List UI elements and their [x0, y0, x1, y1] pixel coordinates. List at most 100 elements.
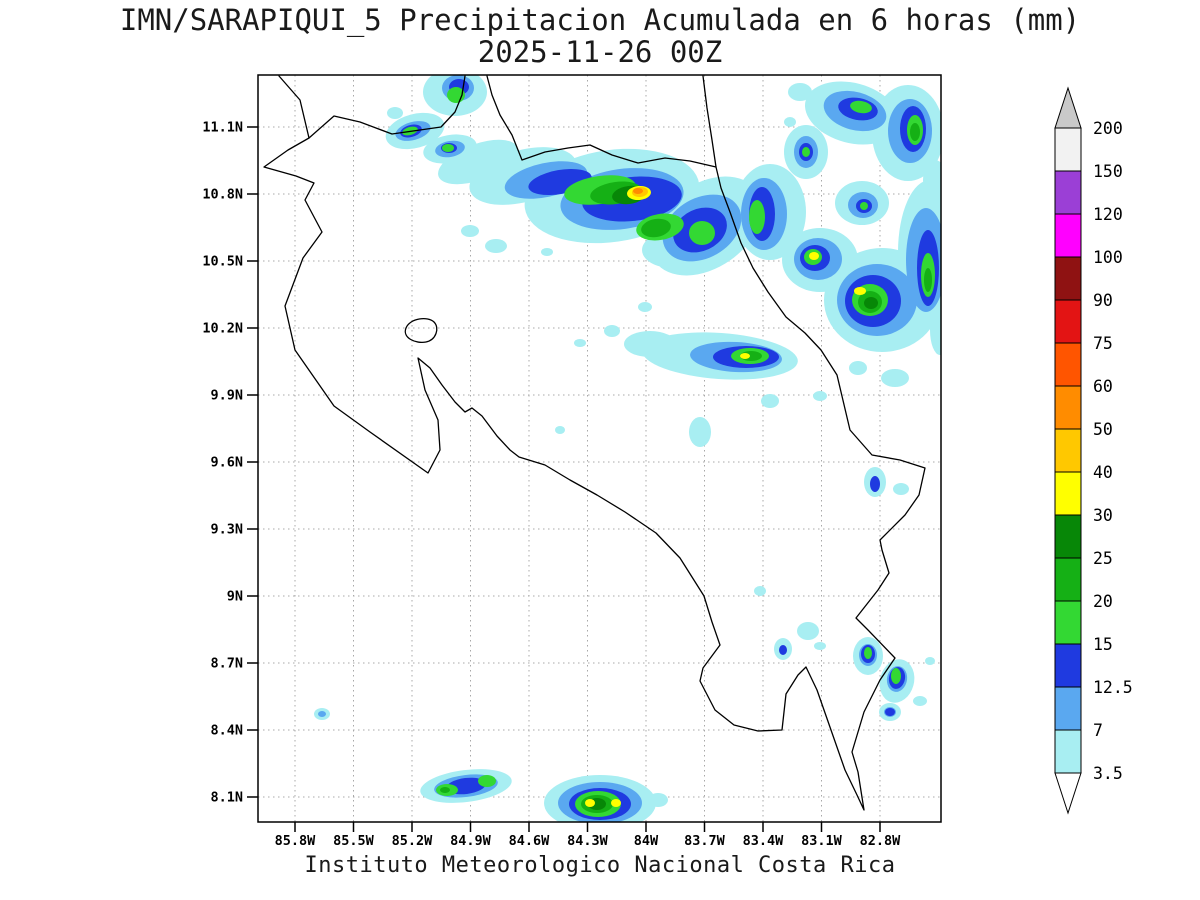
precip-cell-7mm — [318, 711, 326, 717]
lat-tick-label: 9.9N — [210, 387, 243, 403]
legend-top-arrow — [1054, 86, 1082, 129]
precip-cell-15mm — [689, 221, 715, 245]
precip-cell-3.5mm — [893, 483, 909, 495]
precip-cell-3.5mm — [813, 391, 827, 401]
lon-tick-label: 83.4W — [743, 833, 785, 849]
lat-tick-label: 8.1N — [210, 789, 243, 805]
precip-cell-20mm — [641, 218, 671, 238]
legend-value-label: 200 — [1093, 119, 1123, 138]
legend-value-label: 150 — [1093, 162, 1123, 181]
precip-cell-25mm — [864, 297, 878, 309]
precip-cell-3.5mm — [624, 331, 676, 357]
lat-tick-label: 9N — [227, 588, 243, 604]
legend-value-label: 90 — [1093, 291, 1113, 310]
precip-cell-3.5mm — [761, 394, 779, 408]
lon-tick-label: 83.1W — [801, 833, 843, 849]
precip-cell-15mm — [891, 668, 901, 684]
border-nicaragua-west — [308, 75, 466, 139]
precip-cell-15mm — [850, 100, 872, 114]
legend-value-label: 30 — [1093, 506, 1113, 525]
lon-tick-label: 85.5W — [333, 833, 375, 849]
precip-cell-3.5mm — [546, 795, 560, 805]
legend-segment — [1054, 686, 1082, 731]
lon-tick-label: 85.8W — [275, 833, 317, 849]
lat-tick-label: 10.8N — [202, 186, 243, 202]
precip-cell-15mm — [478, 775, 496, 787]
precip-cell-15mm — [864, 647, 872, 659]
lat-tick-label: 10.5N — [202, 253, 243, 269]
precip-cell-15mm — [860, 202, 868, 210]
precip-cell-30mm — [854, 287, 866, 295]
legend-segment — [1054, 557, 1082, 602]
precip-cell-20mm — [924, 268, 932, 292]
legend-segment — [1054, 170, 1082, 215]
precip-cell-20mm — [440, 787, 450, 793]
precip-cell-3.5mm — [788, 83, 812, 101]
lon-tick-label: 84W — [634, 833, 659, 849]
legend-segment — [1054, 729, 1082, 774]
axis-labels-group: 85.8W 85.5W 85.2W 84.9W 84.6W 84.3W 84W 83.7W 83… — [202, 120, 901, 850]
legend-segment — [1054, 213, 1082, 258]
legend-value-label: 12.5 — [1093, 678, 1133, 697]
precip-cell-12.5mm — [870, 476, 880, 492]
legend-value-label: 100 — [1093, 248, 1123, 267]
plot-frame — [257, 74, 942, 823]
precip-cell-20mm — [910, 123, 920, 141]
lat-tick-label: 9.3N — [210, 521, 243, 537]
precip-cell-3.5mm — [923, 160, 941, 200]
precip-cell-50mm — [633, 188, 643, 194]
precipitation-field-group — [314, 75, 941, 822]
precip-cell-3.5mm — [541, 248, 553, 256]
legend-value-label: 25 — [1093, 549, 1113, 568]
precip-cell-3.5mm — [574, 339, 586, 347]
legend-segment — [1054, 342, 1082, 387]
legend-value-label: 7 — [1093, 721, 1103, 740]
coastline-group — [263, 75, 926, 811]
legend-segment — [1054, 643, 1082, 688]
legend-segment — [1054, 385, 1082, 430]
legend-segment — [1054, 299, 1082, 344]
legend-segment — [1054, 514, 1082, 559]
legend-segment — [1054, 127, 1082, 172]
legend-value-label: 20 — [1093, 592, 1113, 611]
precip-cell-12.5mm — [779, 645, 787, 655]
lat-tick-label: 9.6N — [210, 454, 243, 470]
precip-cell-3.5mm — [930, 305, 941, 355]
legend-segment — [1054, 471, 1082, 516]
institution-footer: Instituto Meteorologico Nacional Costa R… — [304, 853, 896, 878]
precip-cell-3.5mm — [784, 117, 796, 127]
legend-segment — [1054, 256, 1082, 301]
precip-cell-15mm — [802, 147, 810, 157]
precip-cell-30mm — [809, 252, 819, 260]
precip-cell-3.5mm — [754, 586, 766, 596]
lon-tick-label: 83.7W — [684, 833, 726, 849]
lon-tick-label: 84.6W — [509, 833, 551, 849]
lon-tick-label: 85.2W — [392, 833, 434, 849]
lat-tick-label: 11.1N — [202, 120, 243, 136]
precip-cell-3.5mm — [387, 107, 403, 119]
precip-cell-3.5mm — [438, 139, 518, 185]
legend-bottom-arrow — [1054, 772, 1082, 815]
legend-segment — [1054, 600, 1082, 645]
legend-value-label: 60 — [1093, 377, 1113, 396]
lat-tick-label: 10.2N — [202, 320, 243, 336]
coastline-costa-rica — [263, 75, 926, 811]
legend-value-label: 120 — [1093, 205, 1123, 224]
precip-cell-3.5mm — [797, 622, 819, 640]
legend-value-label: 75 — [1093, 334, 1113, 353]
page-title: IMN/SARAPIQUI_5 Precipitacion Acumulada … — [119, 3, 1081, 37]
legend-value-label: 40 — [1093, 463, 1113, 482]
precip-cell-3.5mm — [461, 225, 479, 237]
precip-cell-3.5mm — [925, 657, 935, 665]
precip-cell-3.5mm — [881, 369, 909, 387]
lon-tick-label: 84.9W — [450, 833, 492, 849]
precip-cell-3.5mm — [648, 793, 668, 807]
precip-cell-3.5mm — [485, 239, 507, 253]
lon-tick-label: 82.8W — [860, 833, 902, 849]
border-nicaragua-river — [486, 75, 717, 168]
precip-cell-3.5mm — [555, 426, 565, 434]
precip-cell-3.5mm — [849, 361, 867, 375]
lat-tick-label: 8.4N — [210, 722, 243, 738]
